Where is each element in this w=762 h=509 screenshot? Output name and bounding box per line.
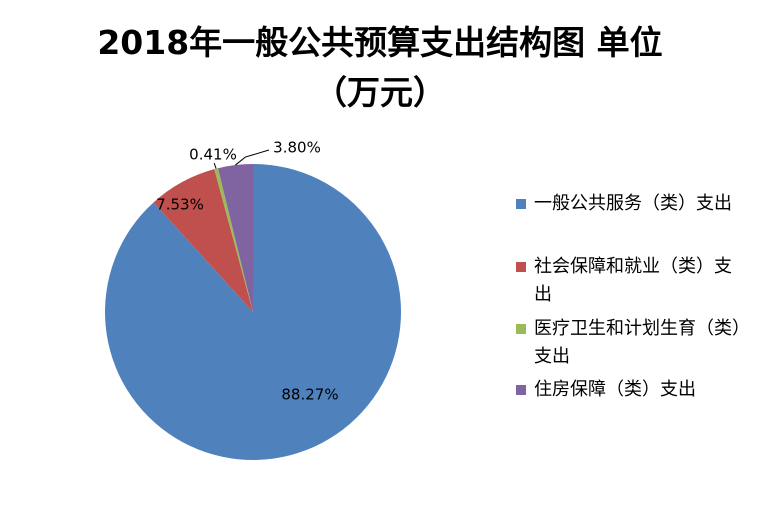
leader-line	[213, 162, 217, 169]
legend-label: 医疗卫生和计划生育（类）支出	[534, 318, 741, 367]
legend-item: 医疗卫生和计划生育（类）支出	[516, 315, 741, 371]
data-label: 3.80%	[273, 139, 321, 157]
pie-slice	[218, 164, 253, 312]
legend-swatch	[516, 262, 526, 272]
legend-label: 一般公共服务（类）支出	[534, 193, 732, 214]
data-label: 7.53%	[156, 196, 204, 214]
chart-title: 2018年一般公共预算支出结构图 单位（万元）	[97, 23, 663, 112]
legend-item: 一般公共服务（类）支出	[516, 190, 741, 218]
pie-slice	[214, 168, 253, 312]
legend-label: 社会保障和就业（类）支出	[534, 256, 732, 305]
legend-swatch	[516, 199, 526, 209]
legend-item: 住房保障（类）支出	[516, 376, 741, 404]
leader-line	[235, 149, 270, 166]
data-label: 88.27%	[281, 386, 338, 404]
data-label: 0.41%	[189, 146, 237, 164]
legend-swatch	[516, 324, 526, 334]
legend-swatch	[516, 385, 526, 395]
pie-slice	[153, 169, 253, 312]
legend-item: 社会保障和就业（类）支出	[516, 253, 741, 309]
legend-label: 住房保障（类）支出	[534, 379, 696, 400]
